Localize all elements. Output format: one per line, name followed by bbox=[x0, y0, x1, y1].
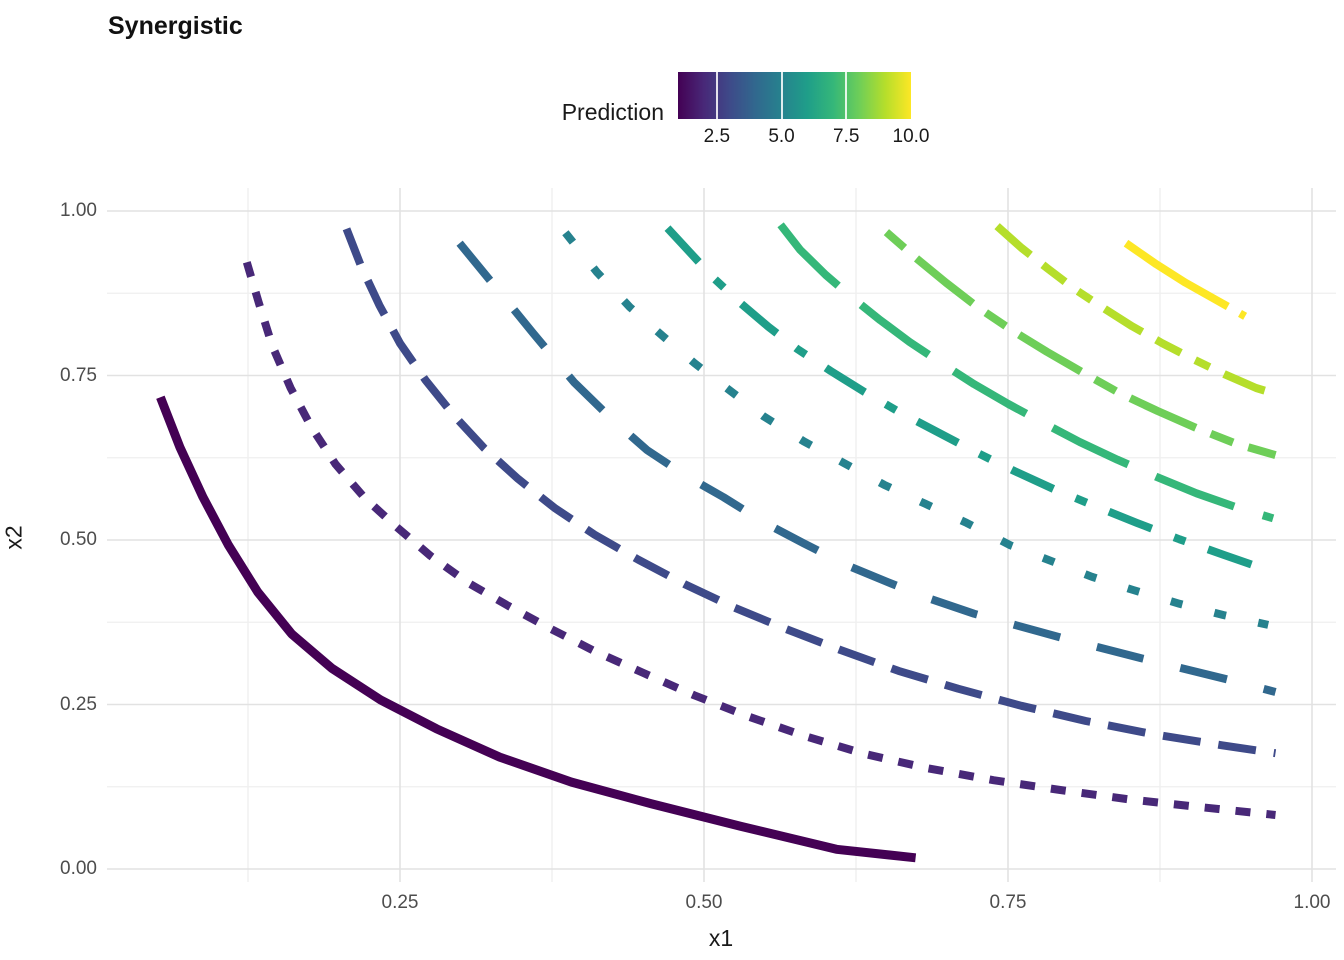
y-tick-label-0.25: 0.25 bbox=[60, 693, 97, 715]
colorbar-label-5.0: 5.0 bbox=[768, 126, 795, 147]
legend-title: Prediction bbox=[561, 99, 664, 125]
y-tick-label-1.00: 1.00 bbox=[60, 200, 97, 221]
contour-line-level-10 bbox=[1123, 239, 1248, 320]
y-tick-label-0.00: 0.00 bbox=[60, 858, 97, 879]
contour-line-level-9 bbox=[994, 223, 1277, 398]
x-tick-label-0.75: 0.75 bbox=[989, 892, 1027, 913]
colorbar-tick-2.5 bbox=[715, 72, 718, 119]
colorbar-label-2.5: 2.5 bbox=[703, 126, 731, 147]
contour-line-level-2 bbox=[242, 261, 1276, 819]
contour-line-level-4 bbox=[456, 240, 1277, 696]
colorbar-label-10.0: 10.0 bbox=[892, 126, 930, 147]
colorbar-label-7.5: 7.5 bbox=[833, 126, 860, 147]
contour-line-level-8 bbox=[883, 229, 1277, 459]
contour-line-level-5 bbox=[562, 230, 1270, 629]
contour-line-level-6 bbox=[664, 225, 1270, 575]
x-tick-label-1.00: 1.00 bbox=[1293, 892, 1331, 913]
contour-line-level-3 bbox=[342, 227, 1277, 758]
x-axis-title: x1 bbox=[708, 925, 734, 951]
contour-line-level-1 bbox=[156, 395, 917, 863]
x-tick-label-0.25: 0.25 bbox=[381, 892, 419, 913]
page-title: Synergistic bbox=[108, 12, 243, 40]
contour-line-level-7 bbox=[777, 222, 1275, 523]
y-tick-label-0.50: 0.50 bbox=[60, 529, 97, 550]
y-axis-title: x2 bbox=[0, 525, 27, 550]
colorbar-tick-7.5 bbox=[845, 72, 848, 119]
colorbar-tick-5.0 bbox=[780, 72, 783, 119]
x-tick-label-0.50: 0.50 bbox=[685, 892, 723, 913]
y-tick-label-0.75: 0.75 bbox=[60, 364, 97, 386]
